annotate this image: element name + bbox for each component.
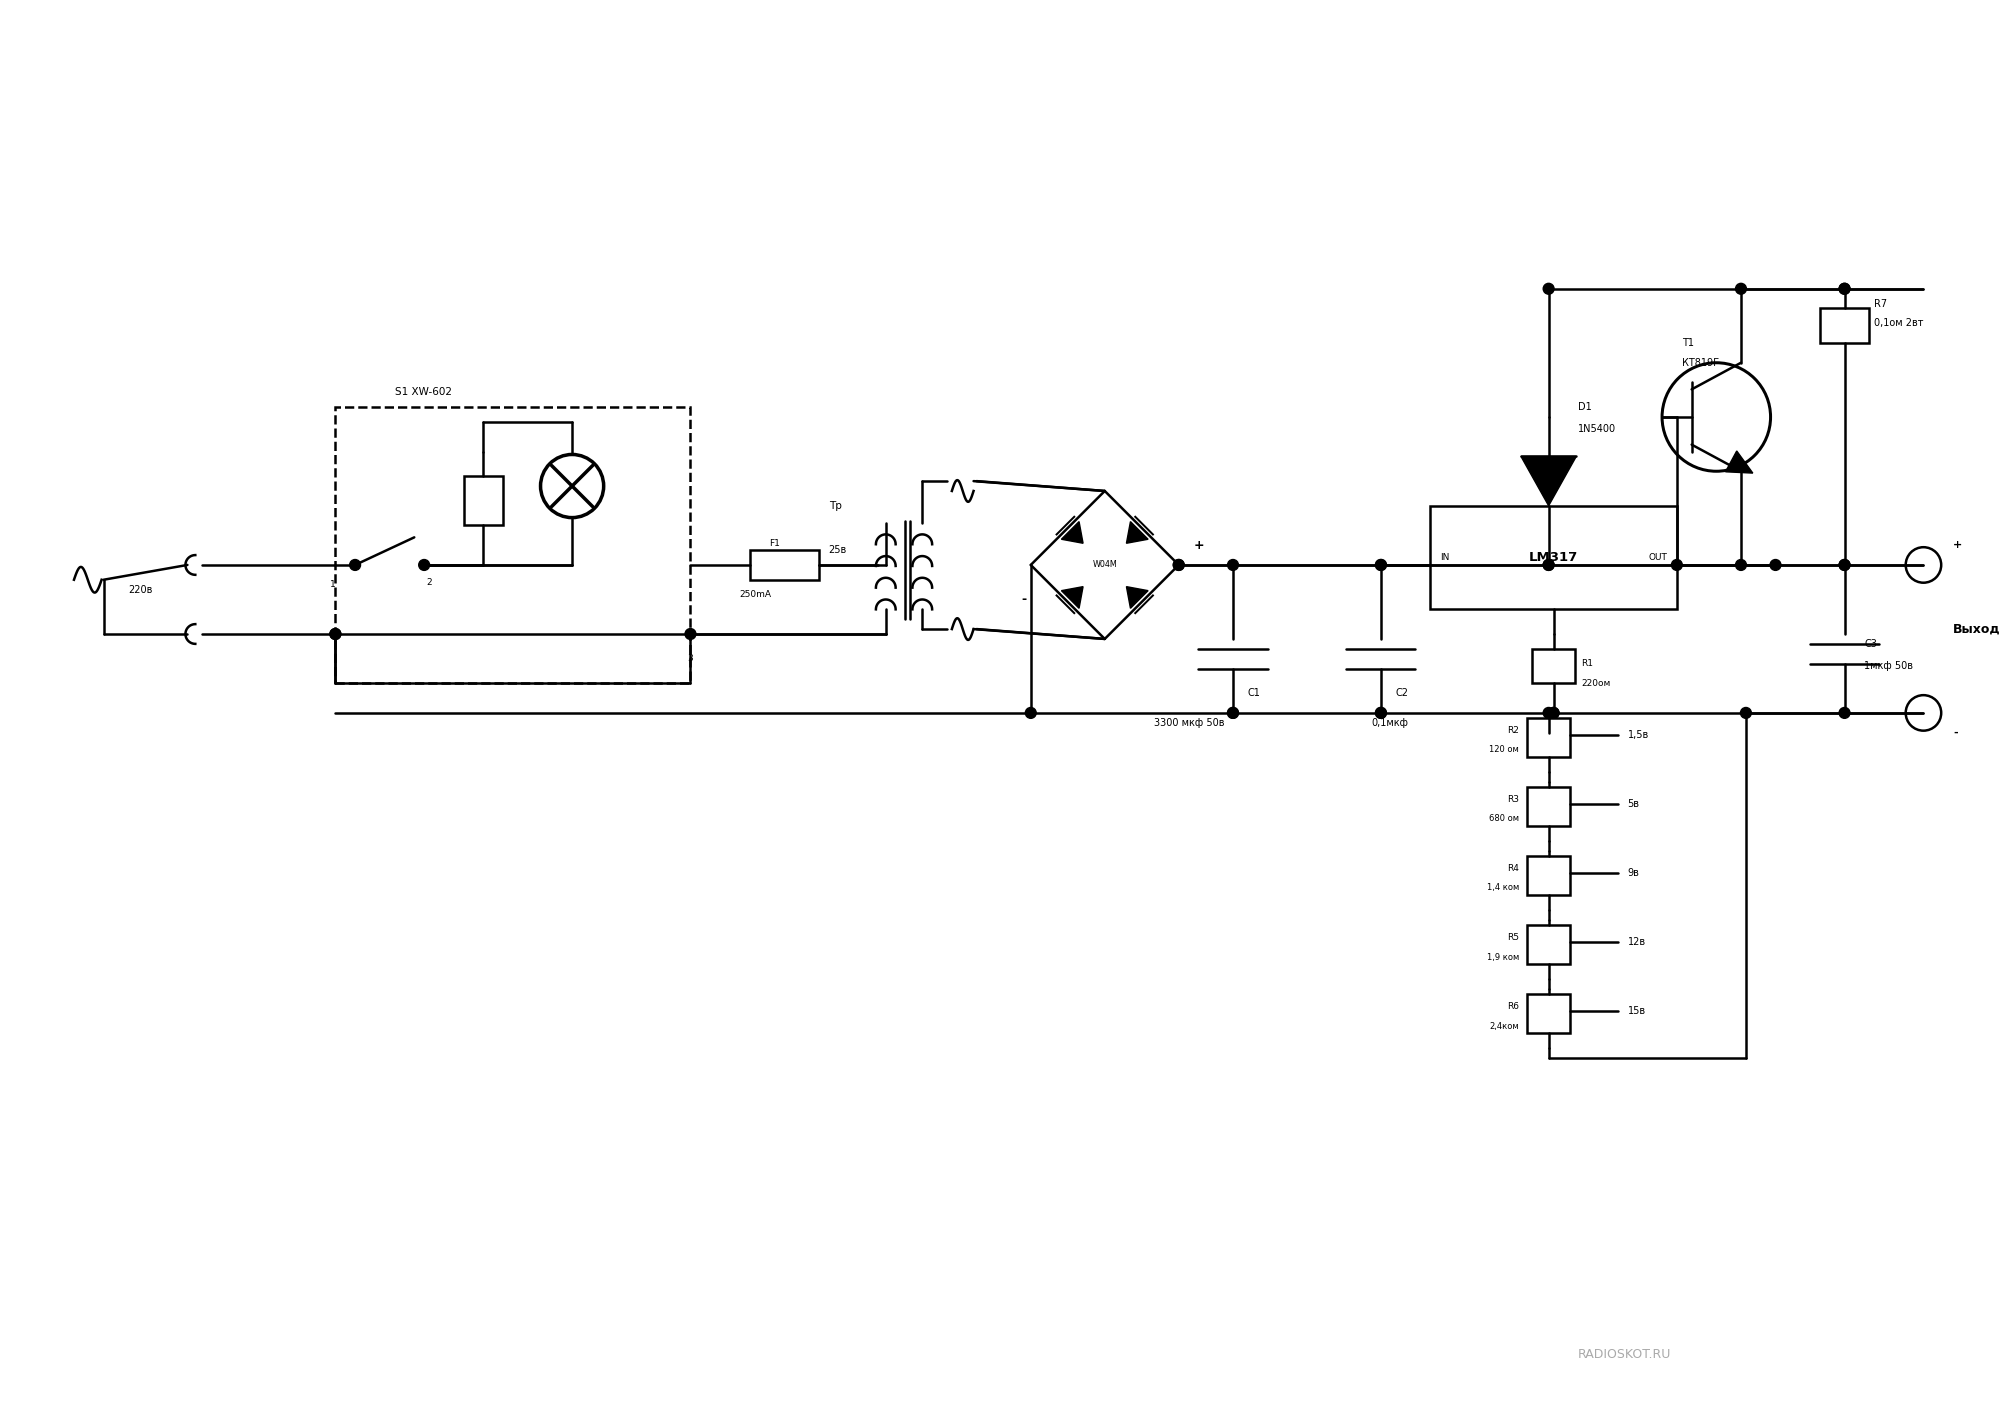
Circle shape xyxy=(350,560,360,571)
Text: W04M: W04M xyxy=(1092,561,1118,569)
Text: 1,5в: 1,5в xyxy=(1628,731,1648,740)
Text: R4: R4 xyxy=(1508,863,1520,873)
Circle shape xyxy=(1376,560,1386,571)
Text: RADIOSKOT.RU: RADIOSKOT.RU xyxy=(1578,1348,1672,1361)
Text: 1мкф 50в: 1мкф 50в xyxy=(1864,660,1914,671)
Text: OUT: OUT xyxy=(1648,552,1666,562)
Text: 25в: 25в xyxy=(828,545,846,555)
Text: 2: 2 xyxy=(426,578,432,588)
Text: 0,1ом 2вт: 0,1ом 2вт xyxy=(1874,318,1924,328)
Circle shape xyxy=(1548,708,1558,718)
Text: C3: C3 xyxy=(1864,639,1878,649)
Text: R6: R6 xyxy=(1508,1002,1520,1010)
Bar xyxy=(1526,926,1570,965)
Text: +: + xyxy=(1954,540,1962,550)
Polygon shape xyxy=(1522,456,1576,506)
Circle shape xyxy=(1544,560,1554,571)
Text: 220в: 220в xyxy=(128,585,152,595)
Circle shape xyxy=(1740,708,1752,718)
Text: Тр: Тр xyxy=(828,500,842,510)
Text: 1: 1 xyxy=(330,581,336,589)
Text: КТ819Г: КТ819Г xyxy=(1682,357,1718,367)
Text: R3: R3 xyxy=(1508,794,1520,804)
Text: 3300 мкф 50в: 3300 мкф 50в xyxy=(1154,718,1224,728)
Circle shape xyxy=(1840,560,1850,571)
Text: 15в: 15в xyxy=(1628,1006,1646,1016)
Polygon shape xyxy=(1062,521,1084,543)
Text: -: - xyxy=(1954,728,1958,738)
Circle shape xyxy=(1840,560,1850,571)
Text: +: + xyxy=(1194,538,1204,551)
Text: R5: R5 xyxy=(1508,933,1520,942)
Circle shape xyxy=(1228,560,1238,571)
Text: 12в: 12в xyxy=(1628,937,1646,947)
Circle shape xyxy=(1544,560,1554,571)
Bar xyxy=(1820,308,1870,343)
Text: 120 ом: 120 ом xyxy=(1490,746,1520,755)
Text: C1: C1 xyxy=(1248,688,1260,698)
Circle shape xyxy=(1840,708,1850,718)
Circle shape xyxy=(1770,560,1780,571)
Text: Выход: Выход xyxy=(1954,623,2000,636)
Text: D1: D1 xyxy=(1578,403,1592,413)
Bar xyxy=(750,550,818,579)
Circle shape xyxy=(330,629,340,640)
Circle shape xyxy=(1376,560,1386,571)
Text: R7: R7 xyxy=(1874,298,1888,308)
Circle shape xyxy=(1736,284,1746,294)
Text: IN: IN xyxy=(1440,552,1450,562)
Circle shape xyxy=(1548,708,1558,718)
Text: C2: C2 xyxy=(1396,688,1408,698)
Circle shape xyxy=(330,629,340,640)
Bar xyxy=(1526,718,1570,757)
Text: 1,9 ком: 1,9 ком xyxy=(1486,952,1520,961)
Bar xyxy=(1526,856,1570,896)
Bar xyxy=(1430,506,1676,609)
Text: R1: R1 xyxy=(1582,658,1594,668)
Text: 680 ом: 680 ом xyxy=(1490,814,1520,824)
Polygon shape xyxy=(1126,586,1148,609)
Circle shape xyxy=(1228,708,1238,718)
Text: R2: R2 xyxy=(1508,726,1520,735)
Circle shape xyxy=(686,629,696,640)
Circle shape xyxy=(1228,708,1238,718)
Text: 3: 3 xyxy=(688,654,694,663)
Circle shape xyxy=(1026,708,1036,718)
Circle shape xyxy=(1174,560,1184,571)
Circle shape xyxy=(1174,560,1184,571)
Text: 5в: 5в xyxy=(1628,800,1640,810)
Text: F1: F1 xyxy=(768,538,780,548)
Circle shape xyxy=(1840,284,1850,294)
Circle shape xyxy=(1672,560,1682,571)
Circle shape xyxy=(1544,284,1554,294)
Text: S1 XW-602: S1 XW-602 xyxy=(394,387,452,397)
Text: 250mA: 250mA xyxy=(740,591,772,599)
Text: -: - xyxy=(1020,593,1026,606)
Circle shape xyxy=(1376,708,1386,718)
Text: T1: T1 xyxy=(1682,338,1694,348)
Polygon shape xyxy=(1062,586,1084,609)
Text: 1N5400: 1N5400 xyxy=(1578,424,1616,434)
Text: 9в: 9в xyxy=(1628,868,1640,879)
Circle shape xyxy=(1840,284,1850,294)
Text: 220ом: 220ом xyxy=(1582,678,1610,688)
Circle shape xyxy=(418,560,430,571)
Circle shape xyxy=(1376,708,1386,718)
Bar xyxy=(1526,787,1570,827)
Bar xyxy=(1532,649,1576,684)
Text: 1,4 ком: 1,4 ком xyxy=(1486,883,1520,893)
Bar xyxy=(1526,993,1570,1033)
Circle shape xyxy=(1736,560,1746,571)
Circle shape xyxy=(1544,708,1554,718)
Text: 2,4ком: 2,4ком xyxy=(1490,1022,1520,1030)
Polygon shape xyxy=(1126,521,1148,543)
Text: LM317: LM317 xyxy=(1528,551,1578,564)
Text: 0,1мкф: 0,1мкф xyxy=(1372,718,1408,728)
Bar xyxy=(464,476,504,526)
Polygon shape xyxy=(1726,451,1752,473)
